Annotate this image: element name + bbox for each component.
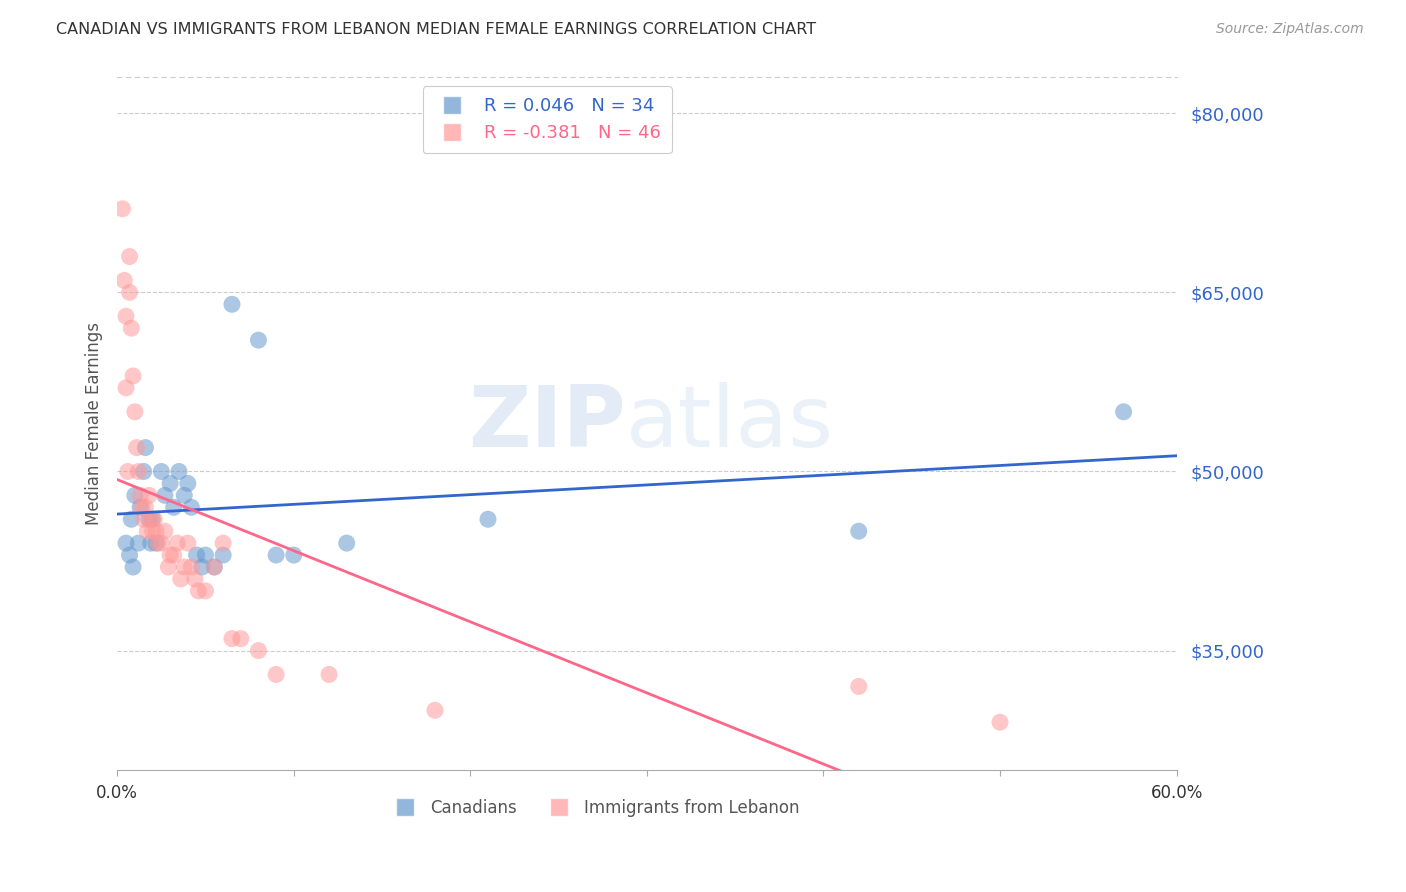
Point: [139, 512, 162, 526]
Point: [212, 536, 235, 550]
Point: [173, 488, 195, 502]
Point: [180, 560, 202, 574]
Point: [423, 703, 446, 717]
Point: [120, 512, 142, 526]
Point: [848, 524, 870, 538]
Point: [124, 405, 146, 419]
Point: [111, 202, 134, 216]
Point: [167, 465, 190, 479]
Point: [1112, 405, 1135, 419]
Point: [134, 500, 156, 515]
Point: [132, 512, 155, 526]
Point: [141, 524, 163, 538]
Point: [177, 476, 200, 491]
Point: [194, 583, 217, 598]
Point: [318, 667, 340, 681]
Point: [131, 500, 153, 515]
Point: [229, 632, 252, 646]
Point: [127, 536, 149, 550]
Point: [988, 715, 1011, 730]
Point: [194, 548, 217, 562]
Point: [146, 536, 169, 550]
Point: [118, 285, 141, 300]
Point: [136, 524, 159, 538]
Point: [336, 536, 359, 550]
Point: [118, 250, 141, 264]
Point: [150, 465, 173, 479]
Point: [129, 488, 152, 502]
Point: [138, 512, 160, 526]
Point: [138, 488, 160, 502]
Text: ZIP: ZIP: [468, 382, 626, 466]
Point: [115, 381, 138, 395]
Point: [145, 536, 167, 550]
Point: [132, 465, 155, 479]
Point: [202, 560, 225, 574]
Point: [153, 488, 176, 502]
Point: [120, 321, 142, 335]
Point: [139, 536, 162, 550]
Point: [283, 548, 305, 562]
Point: [212, 548, 235, 562]
Point: [157, 560, 180, 574]
Point: [159, 548, 181, 562]
Point: [170, 572, 193, 586]
Point: [153, 524, 176, 538]
Y-axis label: Median Female Earnings: Median Female Earnings: [86, 322, 103, 525]
Point: [122, 368, 145, 383]
Point: [264, 548, 287, 562]
Point: [177, 536, 200, 550]
Point: [163, 548, 186, 562]
Point: [202, 560, 225, 574]
Point: [129, 500, 152, 515]
Point: [166, 536, 188, 550]
Point: [124, 488, 146, 502]
Point: [159, 476, 181, 491]
Point: [134, 441, 156, 455]
Point: [184, 572, 207, 586]
Text: CANADIAN VS IMMIGRANTS FROM LEBANON MEDIAN FEMALE EARNINGS CORRELATION CHART: CANADIAN VS IMMIGRANTS FROM LEBANON MEDI…: [56, 22, 817, 37]
Point: [247, 643, 270, 657]
Point: [122, 560, 145, 574]
Point: [163, 500, 186, 515]
Point: [191, 560, 214, 574]
Point: [186, 548, 208, 562]
Text: atlas: atlas: [626, 382, 834, 466]
Point: [115, 536, 138, 550]
Point: [187, 583, 209, 598]
Point: [150, 536, 173, 550]
Point: [117, 465, 139, 479]
Point: [221, 632, 243, 646]
Point: [115, 310, 138, 324]
Point: [477, 512, 499, 526]
Legend: Canadians, Immigrants from Lebanon: Canadians, Immigrants from Lebanon: [382, 793, 806, 824]
Point: [173, 560, 195, 574]
Point: [180, 500, 202, 515]
Point: [118, 548, 141, 562]
Point: [848, 680, 870, 694]
Point: [247, 333, 270, 347]
Point: [221, 297, 243, 311]
Point: [145, 524, 167, 538]
Point: [125, 441, 148, 455]
Point: [264, 667, 287, 681]
Point: [112, 273, 135, 287]
Point: [127, 465, 149, 479]
Text: Source: ZipAtlas.com: Source: ZipAtlas.com: [1216, 22, 1364, 37]
Point: [143, 512, 166, 526]
Point: [141, 512, 163, 526]
